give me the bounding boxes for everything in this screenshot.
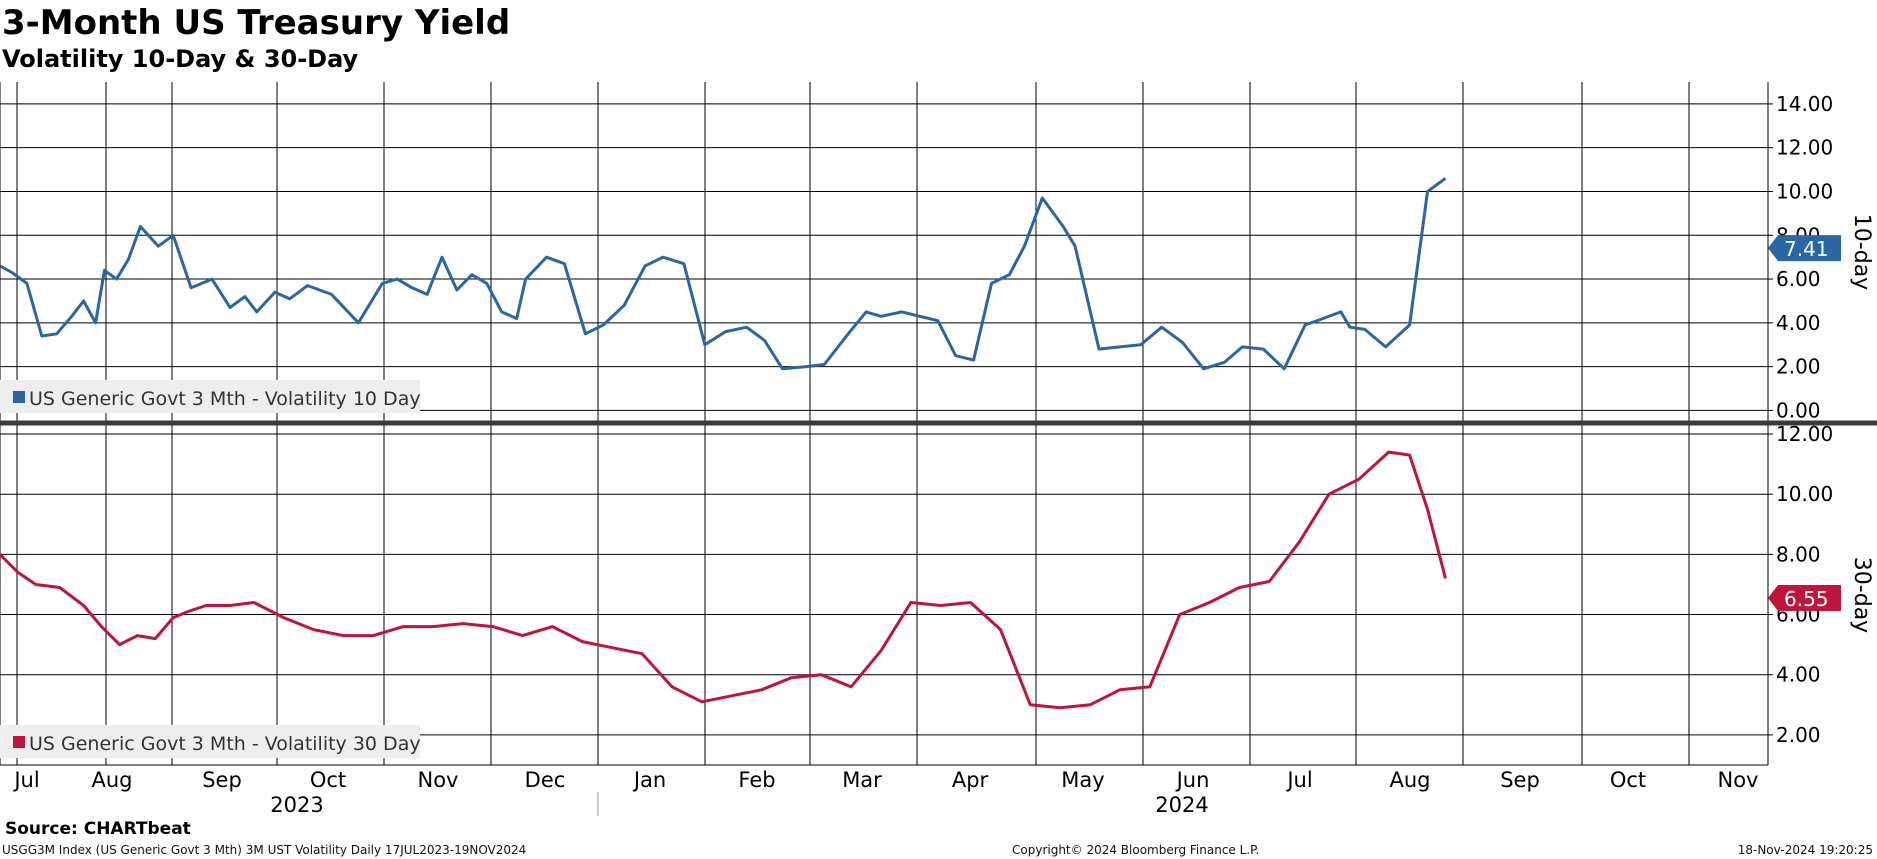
legend-top-label: US Generic Govt 3 Mth - Volatility 10 Da… [29, 388, 421, 410]
x-tick-label: Oct [310, 768, 346, 792]
source-label: Source: CHARTbeat [5, 819, 191, 839]
x-tick-label: May [1061, 768, 1104, 792]
last-value-label: 6.55 [1784, 587, 1829, 611]
y-tick-label: 12.00 [1776, 422, 1833, 446]
y-tick-label: 10.00 [1776, 482, 1833, 506]
x-tick-label: Jul [1285, 768, 1312, 792]
y-tick-label: 0.00 [1776, 398, 1821, 422]
y-tick-label: 2.00 [1776, 355, 1821, 379]
x-tick-label: Dec [525, 768, 566, 792]
x-tick-label: Jun [1175, 768, 1210, 792]
footer-description: USGG3M Index (US Generic Govt 3 Mth) 3M … [2, 843, 527, 857]
y-tick-label: 2.00 [1776, 723, 1821, 747]
x-tick-label: Nov [1718, 768, 1759, 792]
chart-title: 3-Month US Treasury Yield [2, 3, 511, 43]
legend-bottom: US Generic Govt 3 Mth - Volatility 30 Da… [0, 725, 421, 758]
bottom-axis-title: 30-day [1849, 557, 1874, 633]
legend-bottom-background [0, 725, 420, 758]
last-value-badge [1768, 585, 1841, 612]
chart-subtitle: Volatility 10-Day & 30-Day [2, 45, 359, 73]
x-tick-label: Sep [202, 768, 242, 792]
legend-top-swatch [13, 391, 25, 403]
x-year-label: 2024 [1155, 793, 1208, 817]
x-year-label: 2023 [270, 793, 323, 817]
x-tick-label: Jan [632, 768, 666, 792]
y-tick-label: 12.00 [1776, 136, 1833, 160]
x-tick-label: Jul [12, 768, 39, 792]
x-tick-label: Sep [1500, 768, 1540, 792]
axis-layer [0, 82, 1877, 766]
legend-top-background [0, 380, 420, 413]
top-axis-title: 10-day [1849, 214, 1874, 290]
x-tick-label: Aug [1389, 768, 1430, 792]
y-tick-label: 10.00 [1776, 179, 1833, 203]
last-value-badge [1768, 235, 1841, 262]
y-tick-label: 8.00 [1776, 542, 1821, 566]
legend-top: US Generic Govt 3 Mth - Volatility 10 Da… [0, 380, 421, 413]
legend-bottom-label: US Generic Govt 3 Mth - Volatility 30 Da… [29, 733, 421, 755]
series-layer [0, 177, 1447, 710]
y-tick-label: 6.00 [1776, 267, 1821, 291]
x-tick-label: Nov [418, 768, 459, 792]
footer-timestamp: 18-Nov-2024 19:20:25 [1737, 843, 1873, 857]
legend-bottom-swatch [13, 736, 25, 748]
last-value-label: 7.41 [1784, 237, 1829, 261]
x-tick-label: Mar [842, 768, 882, 792]
x-tick-label: Oct [1610, 768, 1646, 792]
series-line-10day [0, 177, 1447, 371]
y-tick-label: 14.00 [1776, 92, 1833, 116]
last-value-marker: 7.41 [1768, 235, 1841, 262]
series-line-30day [0, 450, 1447, 710]
x-tick-label: Apr [952, 768, 989, 792]
y-tick-label: 4.00 [1776, 663, 1821, 687]
x-tick-label: Aug [91, 768, 132, 792]
y-tick-label: 4.00 [1776, 311, 1821, 335]
label-layer: Jul Aug Sep Oct Nov Dec Jan Feb Mar Apr May Jun Jul A… [12, 92, 1841, 817]
x-tick-label: Feb [738, 768, 775, 792]
footer-copyright: Copyright© 2024 Bloomberg Finance L.P. [1012, 843, 1260, 857]
last-value-marker: 6.55 [1768, 585, 1841, 612]
